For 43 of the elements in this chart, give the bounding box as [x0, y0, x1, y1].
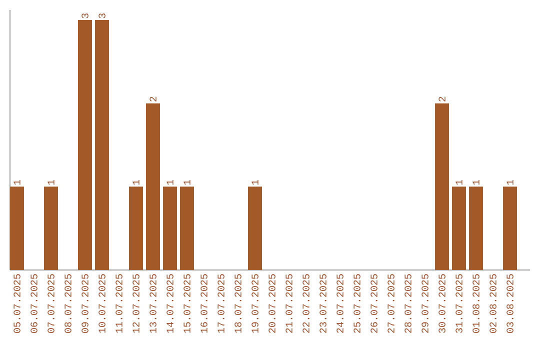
x-tick-label: 01.08.2025: [472, 274, 480, 333]
x-tick-label: 15.07.2025: [184, 274, 190, 333]
x-tick-label: 03.08.2025: [506, 274, 514, 333]
x-tick-label: 14.07.2025: [166, 274, 174, 333]
data-label: 1: [184, 180, 190, 185]
data-label: 1: [48, 180, 54, 185]
x-tick-label: 23.07.2025: [320, 274, 326, 333]
data-label: 3: [82, 13, 88, 18]
data-label: 1: [456, 180, 462, 185]
x-tick-label: 07.07.2025: [48, 274, 54, 333]
x-tick-label: 10.07.2025: [98, 274, 106, 333]
x-tick-label: 08.07.2025: [64, 274, 72, 333]
x-tick-label: 18.07.2025: [234, 274, 242, 333]
data-label: 1: [506, 180, 514, 185]
x-tick-label: 27.07.2025: [388, 274, 394, 333]
x-tick-label: 28.07.2025: [404, 274, 412, 333]
data-label: 2: [438, 96, 446, 102]
x-tick-label: 21.07.2025: [286, 274, 292, 333]
x-tick-label: 22.07.2025: [302, 274, 310, 333]
x-tick-label: 05.07.2025: [14, 274, 20, 333]
data-label: 3: [98, 13, 106, 18]
x-tick-label: 29.07.2025: [422, 274, 428, 333]
x-tick-label: 17.07.2025: [218, 274, 224, 333]
data-label: 1: [132, 180, 140, 185]
x-tick-label: 31.07.2025: [456, 274, 462, 333]
data-label: 1: [472, 180, 480, 185]
x-tick-label: 24.07.2025: [336, 274, 344, 333]
x-tick-label: 19.07.2025: [252, 274, 258, 333]
data-label: 2: [150, 96, 156, 102]
x-tick-label: 09.07.2025: [82, 274, 88, 333]
x-tick-label: 30.07.2025: [438, 274, 446, 333]
x-tick-label: 12.07.2025: [132, 274, 140, 333]
data-label: 1: [166, 180, 174, 185]
x-tick-label: 11.07.2025: [116, 274, 122, 333]
x-tick-label: 06.07.2025: [30, 274, 38, 333]
data-label: 1: [252, 180, 258, 185]
x-tick-label: 13.07.2025: [150, 274, 156, 333]
x-tick-label: 16.07.2025: [200, 274, 208, 333]
x-tick-label: 20.07.2025: [268, 274, 276, 333]
x-tick-label: 02.08.2025: [490, 274, 496, 333]
x-tick-label: 26.07.2025: [370, 274, 378, 333]
x-tick-label: 25.07.2025: [354, 274, 360, 333]
data-label: 1: [14, 180, 20, 185]
